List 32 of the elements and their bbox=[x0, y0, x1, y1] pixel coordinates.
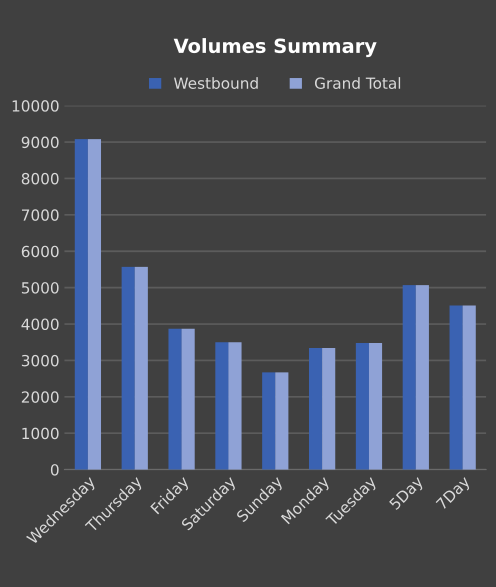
bar bbox=[168, 328, 182, 470]
bar bbox=[74, 139, 88, 470]
bar bbox=[402, 285, 416, 470]
bar bbox=[356, 342, 369, 470]
bar bbox=[215, 342, 228, 470]
y-tick-label: 3000 bbox=[22, 354, 59, 366]
y-tick-label: 5000 bbox=[22, 282, 59, 294]
legend-label: Grand Total bbox=[314, 77, 400, 89]
y-tick-label: 8000 bbox=[22, 172, 59, 184]
bar bbox=[122, 266, 135, 470]
bar bbox=[182, 328, 195, 470]
bar bbox=[416, 285, 429, 470]
bar bbox=[262, 372, 276, 470]
bar bbox=[134, 266, 148, 470]
y-tick-label: 10000 bbox=[12, 100, 59, 112]
bar bbox=[368, 342, 382, 470]
y-tick-label: 0 bbox=[50, 464, 59, 476]
legend-label: Westbound bbox=[174, 77, 258, 89]
bar bbox=[309, 348, 322, 470]
chart-title: Volumes Summary bbox=[174, 38, 377, 58]
bar bbox=[228, 342, 242, 470]
bar bbox=[88, 139, 102, 470]
bar bbox=[462, 305, 476, 470]
bar bbox=[275, 372, 288, 470]
y-tick-label: 2000 bbox=[22, 391, 59, 403]
bar bbox=[322, 348, 336, 470]
y-tick-label: 6000 bbox=[22, 246, 59, 258]
y-tick-label: 4000 bbox=[21, 318, 59, 330]
y-tick-label: 9000 bbox=[22, 136, 59, 148]
y-tick-label: 7000 bbox=[22, 209, 59, 221]
y-tick-label: 1000 bbox=[22, 428, 59, 440]
bar bbox=[450, 305, 463, 470]
